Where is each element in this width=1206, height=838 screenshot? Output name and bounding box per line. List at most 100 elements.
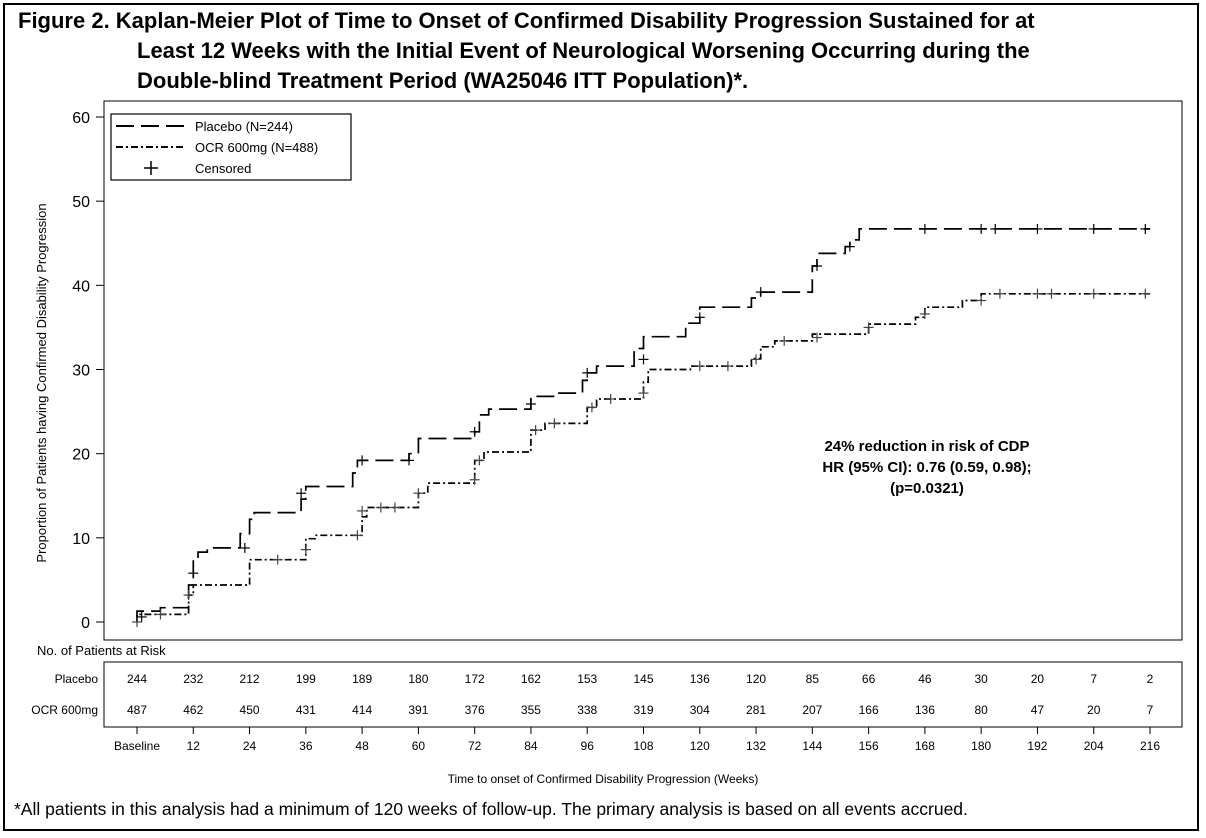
y-tick-label: 20 (72, 447, 90, 464)
risk-value: 414 (352, 703, 372, 717)
risk-value: 431 (296, 703, 316, 717)
censor-mark (812, 260, 823, 271)
censor-mark (582, 367, 593, 378)
x-tick-label: 144 (802, 739, 822, 753)
x-tick-label: 72 (468, 739, 482, 753)
risk-value: 304 (690, 703, 710, 717)
risk-value: 450 (240, 703, 260, 717)
x-tick-label: 12 (187, 739, 201, 753)
censor-mark (1088, 223, 1099, 234)
risk-value: 7 (1147, 703, 1154, 717)
x-tick-label: 120 (690, 739, 710, 753)
risk-value: 355 (521, 703, 541, 717)
censor-mark (549, 418, 560, 429)
risk-value: 7 (1090, 672, 1097, 686)
censor-mark (812, 332, 823, 343)
risk-value: 172 (465, 672, 485, 686)
risk-value: 85 (806, 672, 820, 686)
risk-value: 153 (577, 672, 597, 686)
censor-mark (1046, 288, 1057, 299)
risk-table-header: No. of Patients at Risk (37, 643, 166, 658)
risk-value: 391 (408, 703, 428, 717)
risk-value: 120 (746, 672, 766, 686)
figure-title-line-3: Double-blind Treatment Period (WA25046 I… (137, 68, 749, 93)
censor-mark (239, 542, 250, 553)
series-lines (136, 228, 1150, 622)
risk-value: 136 (690, 672, 710, 686)
x-tick-label: 96 (581, 739, 595, 753)
risk-value: 462 (183, 703, 203, 717)
censor-mark (525, 399, 536, 410)
x-tick-label: 84 (524, 739, 538, 753)
censor-mark (722, 361, 733, 372)
censor-mark (469, 474, 480, 485)
y-tick-label: 40 (72, 278, 90, 295)
x-tick-label: 216 (1140, 739, 1160, 753)
censor-mark (919, 223, 930, 234)
x-tick-label: 24 (243, 739, 257, 753)
censor-mark (530, 425, 541, 436)
risk-value: 20 (1087, 703, 1101, 717)
risk-table-values: 244 232 212 199 189 180 172 162 153 145 136 120 85 66… (127, 672, 1154, 717)
censor-mark (136, 611, 147, 622)
risk-value: 166 (859, 703, 879, 717)
plot-area (103, 100, 1183, 641)
risk-value: 180 (408, 672, 428, 686)
censor-mark (1140, 288, 1151, 299)
censor-mark (976, 223, 987, 234)
legend: Placebo (N=244) OCR 600mg (N=488) Censor… (110, 113, 352, 181)
censor-mark (990, 223, 1001, 234)
footnote: *All patients in this analysis had a min… (14, 799, 968, 819)
x-tick-label: 48 (355, 739, 369, 753)
figure-title-line-2: Least 12 Weeks with the Initial Event of… (137, 38, 1030, 63)
y-tick-label: 30 (72, 363, 90, 380)
censor-mark (694, 312, 705, 323)
censor-mark (357, 505, 368, 516)
risk-table-row-label-ocr: OCR 600mg (31, 703, 98, 717)
censor-mark (183, 590, 194, 601)
censor-mark (694, 361, 705, 372)
risk-value: 338 (577, 703, 597, 717)
risk-value: 212 (240, 672, 260, 686)
censor-mark (389, 502, 400, 513)
annotation-line-1: 24% reduction in risk of CDP (824, 438, 1029, 455)
risk-value: 232 (183, 672, 203, 686)
censor-mark (296, 488, 307, 499)
censor-mark (1032, 223, 1043, 234)
x-tick-label: 204 (1084, 739, 1104, 753)
y-axis: 0 10 20 30 40 50 60 (72, 110, 104, 632)
censor-mark (751, 354, 762, 365)
censor-mark (844, 241, 855, 252)
figure-frame (3, 3, 1199, 831)
risk-value: 281 (746, 703, 766, 717)
x-axis: Baseline 12 24 36 48 60 72 84 96 108 120 132 144 156 1… (104, 726, 1182, 753)
hazard-ratio-annotation: 24% reduction in risk of CDP HR (95% CI)… (822, 438, 1031, 497)
plot-border (103, 100, 1183, 641)
censor-mark (1140, 223, 1151, 234)
censor-mark (994, 288, 1005, 299)
figure-title-line-1: Figure 2. Kaplan-Meier Plot of Time to O… (18, 8, 1035, 33)
y-tick-label: 60 (72, 110, 90, 127)
risk-value: 244 (127, 672, 147, 686)
x-tick-label: 180 (971, 739, 991, 753)
y-tick-label: 10 (72, 531, 90, 548)
risk-value: 145 (633, 672, 653, 686)
risk-value: 376 (465, 703, 485, 717)
risk-value: 319 (633, 703, 653, 717)
y-tick-label: 0 (81, 615, 90, 632)
x-tick-label: 60 (412, 739, 426, 753)
x-tick-label: 108 (633, 739, 653, 753)
censor-mark (272, 554, 283, 565)
x-axis-label: Time to onset of Confirmed Disability Pr… (448, 772, 759, 786)
risk-value: 199 (296, 672, 316, 686)
censor-mark (413, 488, 424, 499)
risk-value: 189 (352, 672, 372, 686)
y-tick-label: 50 (72, 194, 90, 211)
risk-value: 136 (915, 703, 935, 717)
risk-value: 20 (1031, 672, 1045, 686)
censor-mark (1032, 288, 1043, 299)
x-tick-label: 192 (1027, 739, 1047, 753)
censor-mark (755, 287, 766, 298)
legend-placebo-label: Placebo (N=244) (195, 119, 293, 134)
